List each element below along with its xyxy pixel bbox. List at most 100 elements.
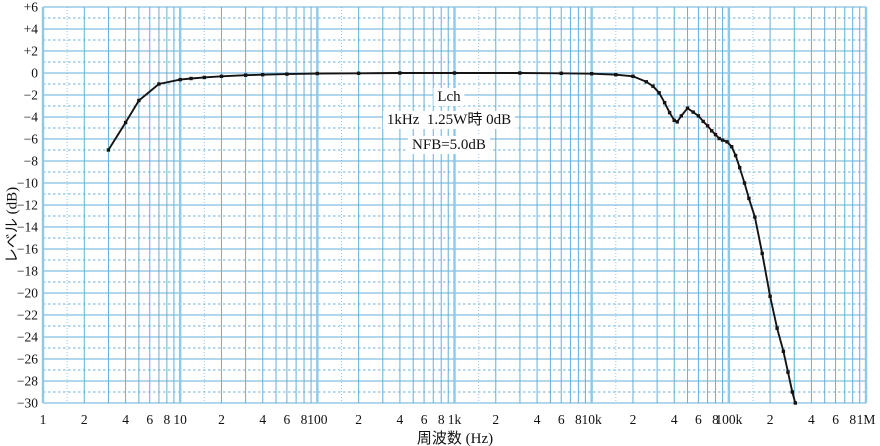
x-tick-label: 2 [492, 412, 499, 427]
y-tick-label: −2 [24, 88, 38, 103]
y-tick-label: −16 [17, 242, 38, 257]
data-point-marker [590, 72, 594, 76]
y-tick-label: −28 [17, 374, 38, 389]
data-point-marker [667, 110, 672, 115]
data-point-marker [720, 138, 725, 142]
data-point-marker [675, 120, 679, 124]
data-point-marker [157, 82, 161, 86]
data-point-marker [725, 140, 729, 144]
data-point-marker [243, 73, 248, 77]
annotation-nfb: NFB=5.0dB [408, 136, 490, 154]
x-tick-label: 6 [832, 412, 839, 427]
x-axis-title: 周波数 (Hz) [416, 431, 494, 446]
y-tick-label: −18 [17, 264, 38, 279]
y-tick-label: −24 [17, 330, 38, 345]
x-tick-label: 2 [767, 412, 774, 427]
data-point-marker [631, 74, 635, 78]
x-tick-label: 2 [218, 412, 225, 427]
data-point-marker [742, 181, 747, 185]
annotation-channel: Lch [433, 88, 465, 106]
data-point-marker [123, 120, 128, 125]
data-point-marker [189, 76, 193, 81]
data-point-marker [786, 370, 790, 374]
data-point-marker [696, 114, 701, 118]
data-point-marker [106, 148, 111, 152]
y-tick-label: −14 [17, 220, 38, 235]
data-point-marker [356, 71, 361, 75]
y-tick-label: +4 [24, 22, 39, 37]
data-point-marker [672, 118, 676, 122]
data-point-marker [685, 106, 690, 110]
y-tick-label: −4 [24, 110, 39, 125]
y-axis-title: レベル (dB) [4, 186, 21, 264]
x-tick-label: 8 [575, 412, 582, 427]
data-point-marker [793, 401, 797, 405]
data-point-marker [760, 251, 764, 256]
data-point-marker [753, 215, 757, 219]
x-tick-label: 4 [808, 412, 815, 427]
data-point-marker [768, 294, 772, 298]
data-point-marker [717, 136, 721, 141]
y-tick-label: +6 [24, 0, 39, 15]
y-tick-label: +2 [24, 44, 38, 59]
y-tick-label: −8 [24, 154, 39, 169]
x-tick-label: 4 [671, 412, 678, 427]
data-point-marker [219, 74, 224, 78]
x-tick-label: 2 [355, 412, 362, 427]
x-tick-label: 4 [534, 412, 541, 427]
x-tick-label: 2 [630, 412, 637, 427]
data-point-marker [285, 72, 289, 76]
x-tick-label: 4 [122, 412, 129, 427]
annotation-reference-level: 1kHz 1.25W時 0dB [382, 111, 516, 129]
x-tick-label: 6 [421, 412, 428, 427]
data-point-marker [559, 71, 563, 75]
data-point-marker [775, 326, 779, 330]
y-tick-label: −6 [24, 132, 39, 147]
x-tick-label: 8 [163, 412, 170, 427]
x-tick-label: 8 [301, 412, 308, 427]
data-point-marker [261, 73, 265, 77]
y-tick-label: −26 [17, 352, 38, 367]
data-point-marker [657, 91, 661, 95]
x-tick-label: 10k [582, 412, 603, 427]
x-tick-label: 6 [284, 412, 291, 427]
data-point-marker [781, 349, 786, 353]
x-tick-label: 1M [857, 412, 876, 427]
x-tick-label: 100k [715, 412, 742, 427]
data-point-marker [705, 124, 710, 128]
x-tick-label: 1 [40, 412, 47, 427]
x-tick-label: 6 [146, 412, 153, 427]
data-point-marker [730, 145, 734, 149]
x-tick-label: 6 [558, 412, 565, 427]
data-point-marker [738, 165, 742, 170]
x-tick-label: 4 [397, 412, 404, 427]
x-tick-label: 10 [173, 412, 187, 427]
y-tick-label: −10 [17, 176, 38, 191]
x-tick-label: 100 [307, 412, 328, 427]
data-point-marker [202, 75, 206, 80]
data-point-marker [662, 101, 667, 105]
x-tick-label: 6 [695, 412, 702, 427]
data-point-marker [137, 98, 141, 103]
data-point-marker [701, 119, 705, 124]
data-point-marker [614, 73, 618, 77]
data-point-marker [691, 110, 695, 114]
data-point-marker [315, 71, 319, 76]
y-tick-label: 0 [31, 66, 38, 81]
data-point-marker [651, 84, 655, 88]
data-point-marker [518, 71, 522, 75]
data-point-marker [644, 80, 648, 84]
data-point-marker [452, 71, 457, 75]
y-tick-label: −20 [17, 286, 38, 301]
data-point-marker [713, 132, 718, 137]
data-point-marker [790, 390, 794, 394]
x-tick-label: 8 [712, 412, 719, 427]
data-point-marker [710, 129, 714, 133]
data-point-marker [679, 114, 683, 118]
x-tick-label: 4 [259, 412, 266, 427]
data-point-marker [733, 153, 738, 158]
y-tick-label: −30 [17, 396, 38, 411]
y-tick-label: −12 [17, 198, 38, 213]
